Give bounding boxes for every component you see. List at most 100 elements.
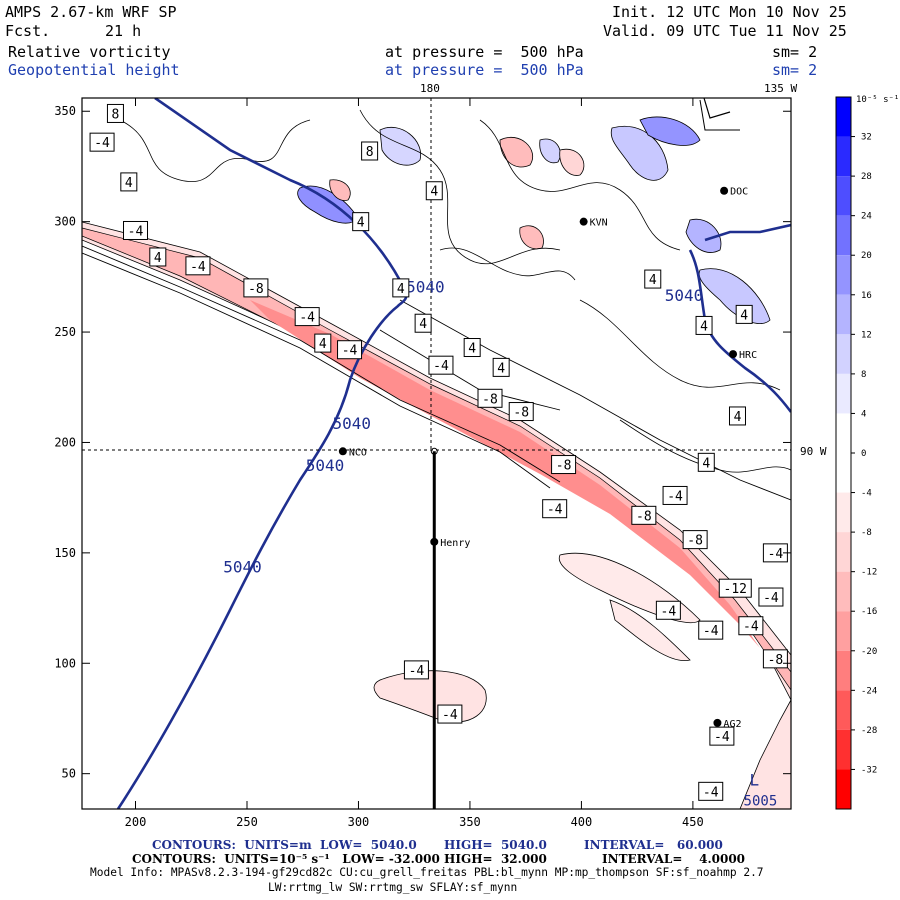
colorbar-tick-label: 4	[861, 409, 866, 419]
vorticity-label: -4	[409, 664, 425, 679]
colorbar-tick-label: 28	[861, 172, 872, 182]
vorticity-contour-line	[82, 245, 561, 483]
model-info: Model Info: MPASv8.2.3-194-gf29cd82c CU:…	[90, 866, 764, 879]
vorticity-label-box	[662, 485, 688, 505]
field1-level: at pressure = 500 hPa	[385, 43, 584, 61]
vorticity-label-box	[352, 212, 370, 232]
colorbar-swatch	[836, 571, 851, 612]
pos-vorticity-patch	[610, 126, 669, 181]
vorticity-label-box	[542, 499, 568, 519]
vorticity-label: -8	[768, 653, 784, 668]
vorticity-label-box	[120, 172, 138, 192]
height-contour-label: 5040	[333, 414, 372, 433]
colorbar-swatch	[836, 255, 851, 295]
vorticity-label: -4	[768, 547, 784, 562]
vorticity-label-box	[337, 340, 363, 360]
vorticity-label: 4	[468, 342, 476, 357]
vorticity-label: 4	[397, 282, 405, 297]
meridian-label-135w: 135 W	[764, 82, 797, 95]
vorticity-label-box	[403, 660, 429, 680]
vorticity-label-box	[695, 315, 713, 335]
vorticity-label: 4	[700, 319, 708, 334]
vorticity-label-box	[551, 455, 577, 475]
vorticity-contour-line	[479, 119, 681, 251]
meridian-label-90w: 90 W	[800, 445, 827, 458]
field2-level: at pressure = 500 hPa	[385, 61, 584, 79]
colorbar-tick-label: 12	[861, 330, 872, 340]
vorticity-contour-interval: INTERVAL= 4.0000	[602, 852, 746, 866]
x-tick-label: 450	[682, 815, 704, 829]
x-tick-label: 300	[348, 815, 370, 829]
station-label: Henry	[440, 538, 470, 549]
field2-smoothing: sm= 2	[772, 61, 818, 79]
vorticity-label-box	[644, 269, 662, 289]
vorticity-label: -8	[248, 282, 264, 297]
vorticity-label-box	[508, 402, 534, 422]
vorticity-label-box	[492, 357, 510, 377]
vorticity-label-box	[361, 141, 379, 161]
station-marker	[713, 718, 722, 727]
colorbar-swatch	[836, 413, 851, 453]
colorbar-tick-label: 8	[861, 370, 866, 380]
station-marker	[430, 537, 439, 546]
station-label: HRC	[739, 350, 757, 361]
vorticity-label: 4	[740, 308, 748, 323]
vorticity-label-box	[477, 388, 503, 408]
colorbar-swatch	[836, 176, 851, 216]
vorticity-label-box	[392, 278, 410, 298]
height-contour-label: 5040	[306, 456, 345, 475]
colorbar-tick-label: 24	[861, 212, 872, 222]
pos-vorticity-patch	[379, 127, 422, 166]
vorticity-label-box	[89, 132, 115, 152]
station-marker	[720, 186, 729, 195]
shaded-features	[82, 98, 791, 809]
vorticity-label: -4	[433, 359, 449, 374]
colorbar-swatch	[836, 334, 851, 374]
vorticity-label-box	[123, 220, 149, 240]
model-title: AMPS 2.67-km WRF SP	[5, 3, 177, 21]
height-contour-label: 5040	[665, 286, 704, 305]
field1-smoothing: sm= 2	[772, 43, 818, 61]
colorbar: 32 28 24 20 16 12 8 4 0 -4 -8 -12 -16 -20 -24 -28 -32	[835, 96, 877, 810]
colorbar-swatch	[836, 492, 851, 533]
colorbar-swatch	[836, 650, 851, 691]
crosshair-marker	[430, 447, 438, 455]
vorticity-label-box	[762, 649, 788, 669]
vorticity-label: 4	[702, 456, 710, 471]
neg-vorticity-region-se	[739, 699, 791, 809]
field1-name: Relative vorticity	[8, 43, 171, 61]
low-center-value: 5005	[744, 793, 778, 809]
colorbar-swatch	[836, 373, 851, 414]
physics-info: LW:rrtmg_lw SW:rrtmg_sw SFLAY:sf_mynn	[268, 881, 518, 894]
height-contour-info: CONTOURS: UNITS=m LOW= 5040.0	[152, 838, 417, 852]
vorticity-label-box	[314, 333, 332, 353]
vorticity-label: 4	[734, 410, 742, 425]
vorticity-label: -4	[190, 260, 206, 275]
height-contour-5040	[116, 98, 408, 809]
vorticity-label: -4	[703, 624, 719, 639]
vorticity-contour-line	[359, 109, 561, 265]
colorbar-swatch	[836, 453, 851, 493]
vorticity-label: -4	[667, 489, 683, 504]
pos-vorticity-patch	[297, 185, 359, 224]
height-contour-high: HIGH= 5040.0	[444, 838, 547, 852]
vorticity-label: -4	[743, 620, 759, 635]
vorticity-label: -4	[442, 708, 458, 723]
pos-vorticity-patch	[639, 116, 701, 146]
vorticity-contour-line	[119, 119, 311, 182]
low-center-symbol: L	[750, 770, 760, 789]
x-tick-label: 350	[459, 815, 481, 829]
colorbar-tick-label: 16	[861, 291, 872, 301]
vorticity-eddy	[329, 179, 351, 201]
colorbar-tick-label: -12	[861, 568, 877, 578]
vorticity-label: -8	[482, 392, 498, 407]
y-tick-label: 50	[62, 767, 76, 781]
x-tick-label: 400	[571, 815, 593, 829]
vorticity-label-box	[149, 247, 167, 267]
colorbar-tick-label: -16	[861, 607, 877, 617]
init-time: Init. 12 UTC Mon 10 Nov 25	[612, 3, 847, 21]
vorticity-label-box	[428, 355, 454, 375]
station-marker	[338, 447, 347, 456]
vorticity-label-box	[698, 781, 724, 801]
height-contour-interval: INTERVAL= 60.000	[584, 838, 723, 852]
